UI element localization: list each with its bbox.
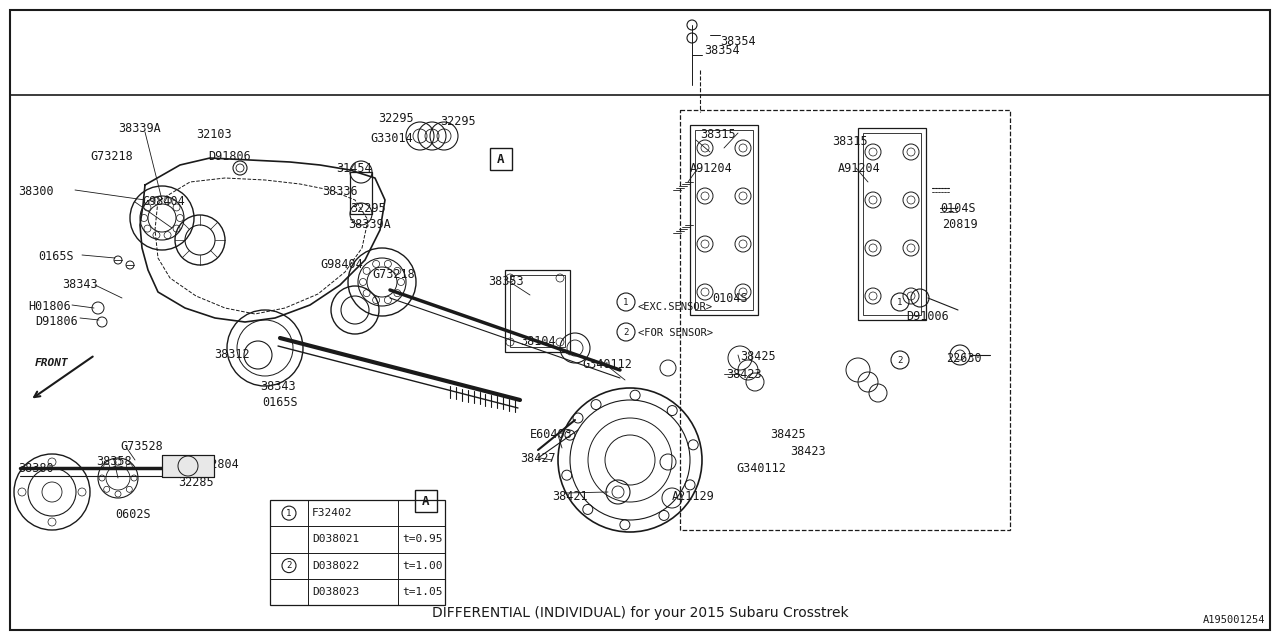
Text: t=1.00: t=1.00 — [402, 561, 443, 571]
Text: H01806: H01806 — [28, 300, 70, 313]
Text: 22630: 22630 — [946, 352, 982, 365]
Text: 2: 2 — [623, 328, 628, 337]
Text: 0104S: 0104S — [940, 202, 975, 215]
Bar — [863, 133, 922, 315]
Text: G73528: G73528 — [120, 440, 163, 453]
Text: G32804: G32804 — [196, 458, 239, 471]
Text: 2: 2 — [287, 561, 292, 570]
Text: DIFFERENTIAL (INDIVIDUAL) for your 2015 Subaru Crosstrek: DIFFERENTIAL (INDIVIDUAL) for your 2015 … — [431, 606, 849, 620]
Text: G73218: G73218 — [90, 150, 133, 163]
Text: 2: 2 — [897, 355, 902, 365]
Text: A91204: A91204 — [690, 162, 732, 175]
Bar — [349, 172, 372, 214]
Text: 38312: 38312 — [214, 348, 250, 361]
Bar — [509, 275, 564, 347]
Text: A21129: A21129 — [672, 490, 714, 503]
Text: 38300: 38300 — [18, 185, 54, 198]
Text: G73218: G73218 — [372, 268, 415, 281]
Text: A195001254: A195001254 — [1202, 615, 1265, 625]
Text: 38339A: 38339A — [118, 122, 161, 135]
Text: 0104S: 0104S — [712, 292, 748, 305]
Text: 38380: 38380 — [18, 462, 54, 475]
Text: E60403: E60403 — [530, 428, 572, 441]
Bar — [695, 130, 753, 310]
Text: 1: 1 — [623, 298, 628, 307]
Text: 38354: 38354 — [704, 44, 740, 56]
Text: 32103: 32103 — [196, 128, 232, 141]
Text: 38104: 38104 — [520, 335, 556, 348]
Text: D91806: D91806 — [35, 315, 78, 328]
Text: 38315: 38315 — [832, 135, 868, 148]
Bar — [270, 500, 445, 605]
Text: 32295: 32295 — [378, 112, 413, 125]
Text: 1: 1 — [287, 509, 292, 518]
Text: t=1.05: t=1.05 — [402, 587, 443, 597]
Text: D038022: D038022 — [312, 561, 360, 571]
Text: FRONT: FRONT — [35, 358, 69, 368]
Text: D038023: D038023 — [312, 587, 360, 597]
Bar — [163, 455, 214, 477]
Text: 31454: 31454 — [335, 162, 371, 175]
Text: 38425: 38425 — [771, 428, 805, 441]
Text: 38423: 38423 — [726, 368, 762, 381]
Text: <FOR SENSOR>: <FOR SENSOR> — [637, 328, 713, 338]
Bar — [490, 148, 512, 170]
Text: 38358: 38358 — [96, 455, 132, 468]
Text: 38339A: 38339A — [348, 218, 390, 231]
Text: 38425: 38425 — [740, 350, 776, 363]
Text: 38343: 38343 — [61, 278, 97, 291]
Text: G98404: G98404 — [320, 258, 362, 271]
Bar — [858, 128, 925, 320]
Text: <EXC.SENSOR>: <EXC.SENSOR> — [637, 302, 713, 312]
Bar — [163, 455, 214, 477]
Bar — [690, 125, 758, 315]
Bar — [415, 490, 436, 512]
Text: F32402: F32402 — [312, 508, 352, 518]
Text: D038021: D038021 — [312, 534, 360, 545]
Text: G340112: G340112 — [736, 462, 786, 475]
Text: 32285: 32285 — [178, 476, 214, 489]
Text: 38354: 38354 — [719, 35, 755, 48]
Text: G33014: G33014 — [370, 132, 412, 145]
Text: D91806: D91806 — [207, 150, 251, 163]
Text: A: A — [422, 495, 430, 508]
Text: 38427: 38427 — [520, 452, 556, 465]
Text: 0602S: 0602S — [115, 508, 151, 521]
Text: 20819: 20819 — [942, 218, 978, 231]
Text: 38423: 38423 — [790, 445, 826, 458]
Text: 38336: 38336 — [323, 185, 357, 198]
Text: A91204: A91204 — [838, 162, 881, 175]
Text: G340112: G340112 — [582, 358, 632, 371]
Text: 0165S: 0165S — [38, 250, 74, 263]
Bar — [680, 110, 1010, 530]
Text: 38353: 38353 — [488, 275, 524, 288]
Text: G98404: G98404 — [142, 195, 184, 208]
Bar — [506, 270, 570, 352]
Text: D91006: D91006 — [906, 310, 948, 323]
Text: t=0.95: t=0.95 — [402, 534, 443, 545]
Text: 38343: 38343 — [260, 380, 296, 393]
Text: 32295: 32295 — [349, 202, 385, 215]
Text: 38421: 38421 — [552, 490, 588, 503]
Text: 0165S: 0165S — [262, 396, 298, 409]
Text: 32295: 32295 — [440, 115, 476, 128]
Text: A: A — [497, 152, 504, 166]
Text: 38315: 38315 — [700, 128, 736, 141]
Text: 1: 1 — [897, 298, 902, 307]
